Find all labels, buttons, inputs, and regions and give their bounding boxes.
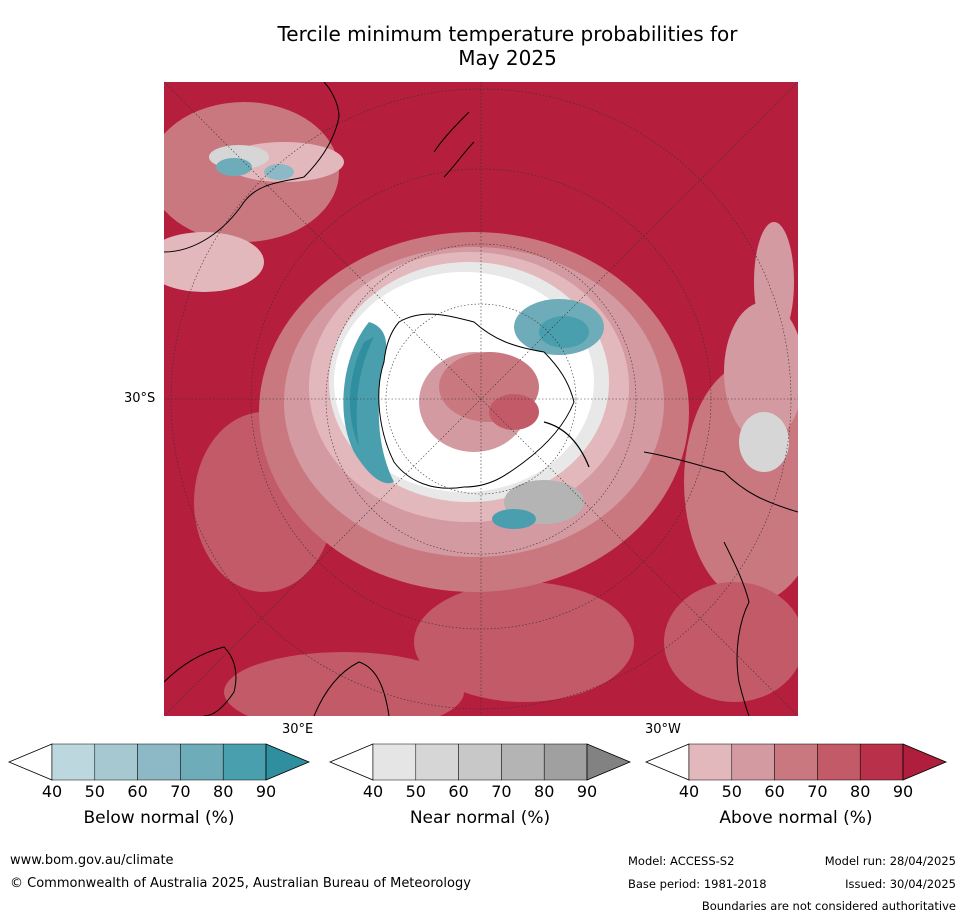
colorbar-segment [180,743,224,781]
colorbar-tick-label: 50 [721,782,742,801]
colorbar-high-extend [586,743,632,781]
boundaries-disclaimer: Boundaries are not considered authoritat… [701,899,956,913]
colorbar-segment [415,743,459,781]
colorbar-low-extend [7,743,53,781]
colorbar-svg [644,743,948,781]
colorbar-segment [859,743,904,781]
pink-patch [224,652,464,716]
colorbar-tick-label: 50 [84,782,105,801]
colorbar-tick-label: 40 [362,782,384,801]
colorbar-segment [543,743,588,781]
colorbar-low-extend [328,743,374,781]
colorbar-tick-label: 90 [255,782,277,801]
probability-map [164,82,798,716]
issued-date: Issued: 30/04/2025 [845,877,956,891]
colorbar-segment [372,743,417,781]
colorbar-tick-label: 40 [678,782,700,801]
map-title: Tercile minimum temperature probabilitie… [160,22,855,70]
below-normal-colorbar [7,742,311,782]
colorbar-segment [51,743,96,781]
colorbar-tick-label: 80 [213,782,234,801]
colorbar-high-extend [902,743,948,781]
above-normal-colorbar [644,742,948,782]
pink-patch [754,222,794,342]
copyright: © Commonwealth of Australia 2025, Austra… [10,876,471,891]
new-zealand-coastline [433,111,475,178]
model-run: Model run: 28/04/2025 [824,854,956,868]
colorbar-tick-label: 80 [534,782,555,801]
colorbar-tick-label: 90 [576,782,598,801]
below-normal-legend-title: Below normal (%) [83,808,235,828]
africa-coastline [164,646,237,716]
lon-label-30e: 30°E [282,722,314,737]
colorbar-tick-label: 80 [850,782,871,801]
bom-url: www.bom.gov.au/climate [10,853,174,868]
above-normal-legend-title: Above normal (%) [719,808,873,828]
pink-patch [414,582,634,702]
colorbar-svg [328,743,632,781]
lon-label-30w: 30°W [645,722,681,737]
lat-label-30s: 30°S [124,391,156,406]
colorbar-tick-label: 70 [170,782,191,801]
near-normal-patch [739,412,789,472]
antarctic-peninsula [543,421,590,468]
below-normal-patch [216,158,252,176]
below-normal-core [539,316,589,348]
colorbar-segment [458,743,502,781]
colorbar-low-extend [644,743,690,781]
colorbar-tick-label: 50 [405,782,426,801]
pink-patch [664,582,798,702]
graticule [164,82,798,716]
colorbar-high-extend [265,743,311,781]
colorbar-segment [817,743,861,781]
title-line-2: May 2025 [458,46,557,70]
madagascar-coastline [313,661,390,716]
colorbar-segment [774,743,818,781]
colorbar-segment [688,743,733,781]
base-period: Base period: 1981-2018 [628,877,767,891]
light-pink-patch [164,232,264,292]
colorbar-tick-label: 70 [807,782,828,801]
below-normal-patch [492,509,536,529]
polar-map-svg [164,82,798,716]
colorbar-tick-label: 70 [491,782,512,801]
colorbar-svg [7,743,311,781]
near-normal-colorbar [328,742,632,782]
above-normal-ticks: 40 50 60 70 80 90 [646,782,946,802]
colorbar-segment [137,743,181,781]
colorbar-segment [731,743,775,781]
colorbar-segment [501,743,545,781]
colorbar-tick-label: 40 [41,782,63,801]
colorbar-tick-label: 60 [448,782,469,801]
colorbar-tick-label: 60 [127,782,148,801]
below-normal-patch [264,164,294,180]
colorbar-tick-label: 60 [764,782,785,801]
model-name: Model: ACCESS-S2 [628,854,735,868]
near-normal-ticks: 40 50 60 70 80 90 [330,782,630,802]
antarctic-interior-patch [489,394,539,430]
near-normal-legend-title: Near normal (%) [409,808,551,828]
colorbar-segment [222,743,267,781]
colorbar-segment [94,743,138,781]
below-normal-core [349,337,374,447]
title-line-1: Tercile minimum temperature probabilitie… [277,22,738,46]
below-normal-ticks: 40 50 60 70 80 90 [9,782,309,802]
colorbar-tick-label: 90 [892,782,914,801]
australia-coastline [164,82,340,253]
